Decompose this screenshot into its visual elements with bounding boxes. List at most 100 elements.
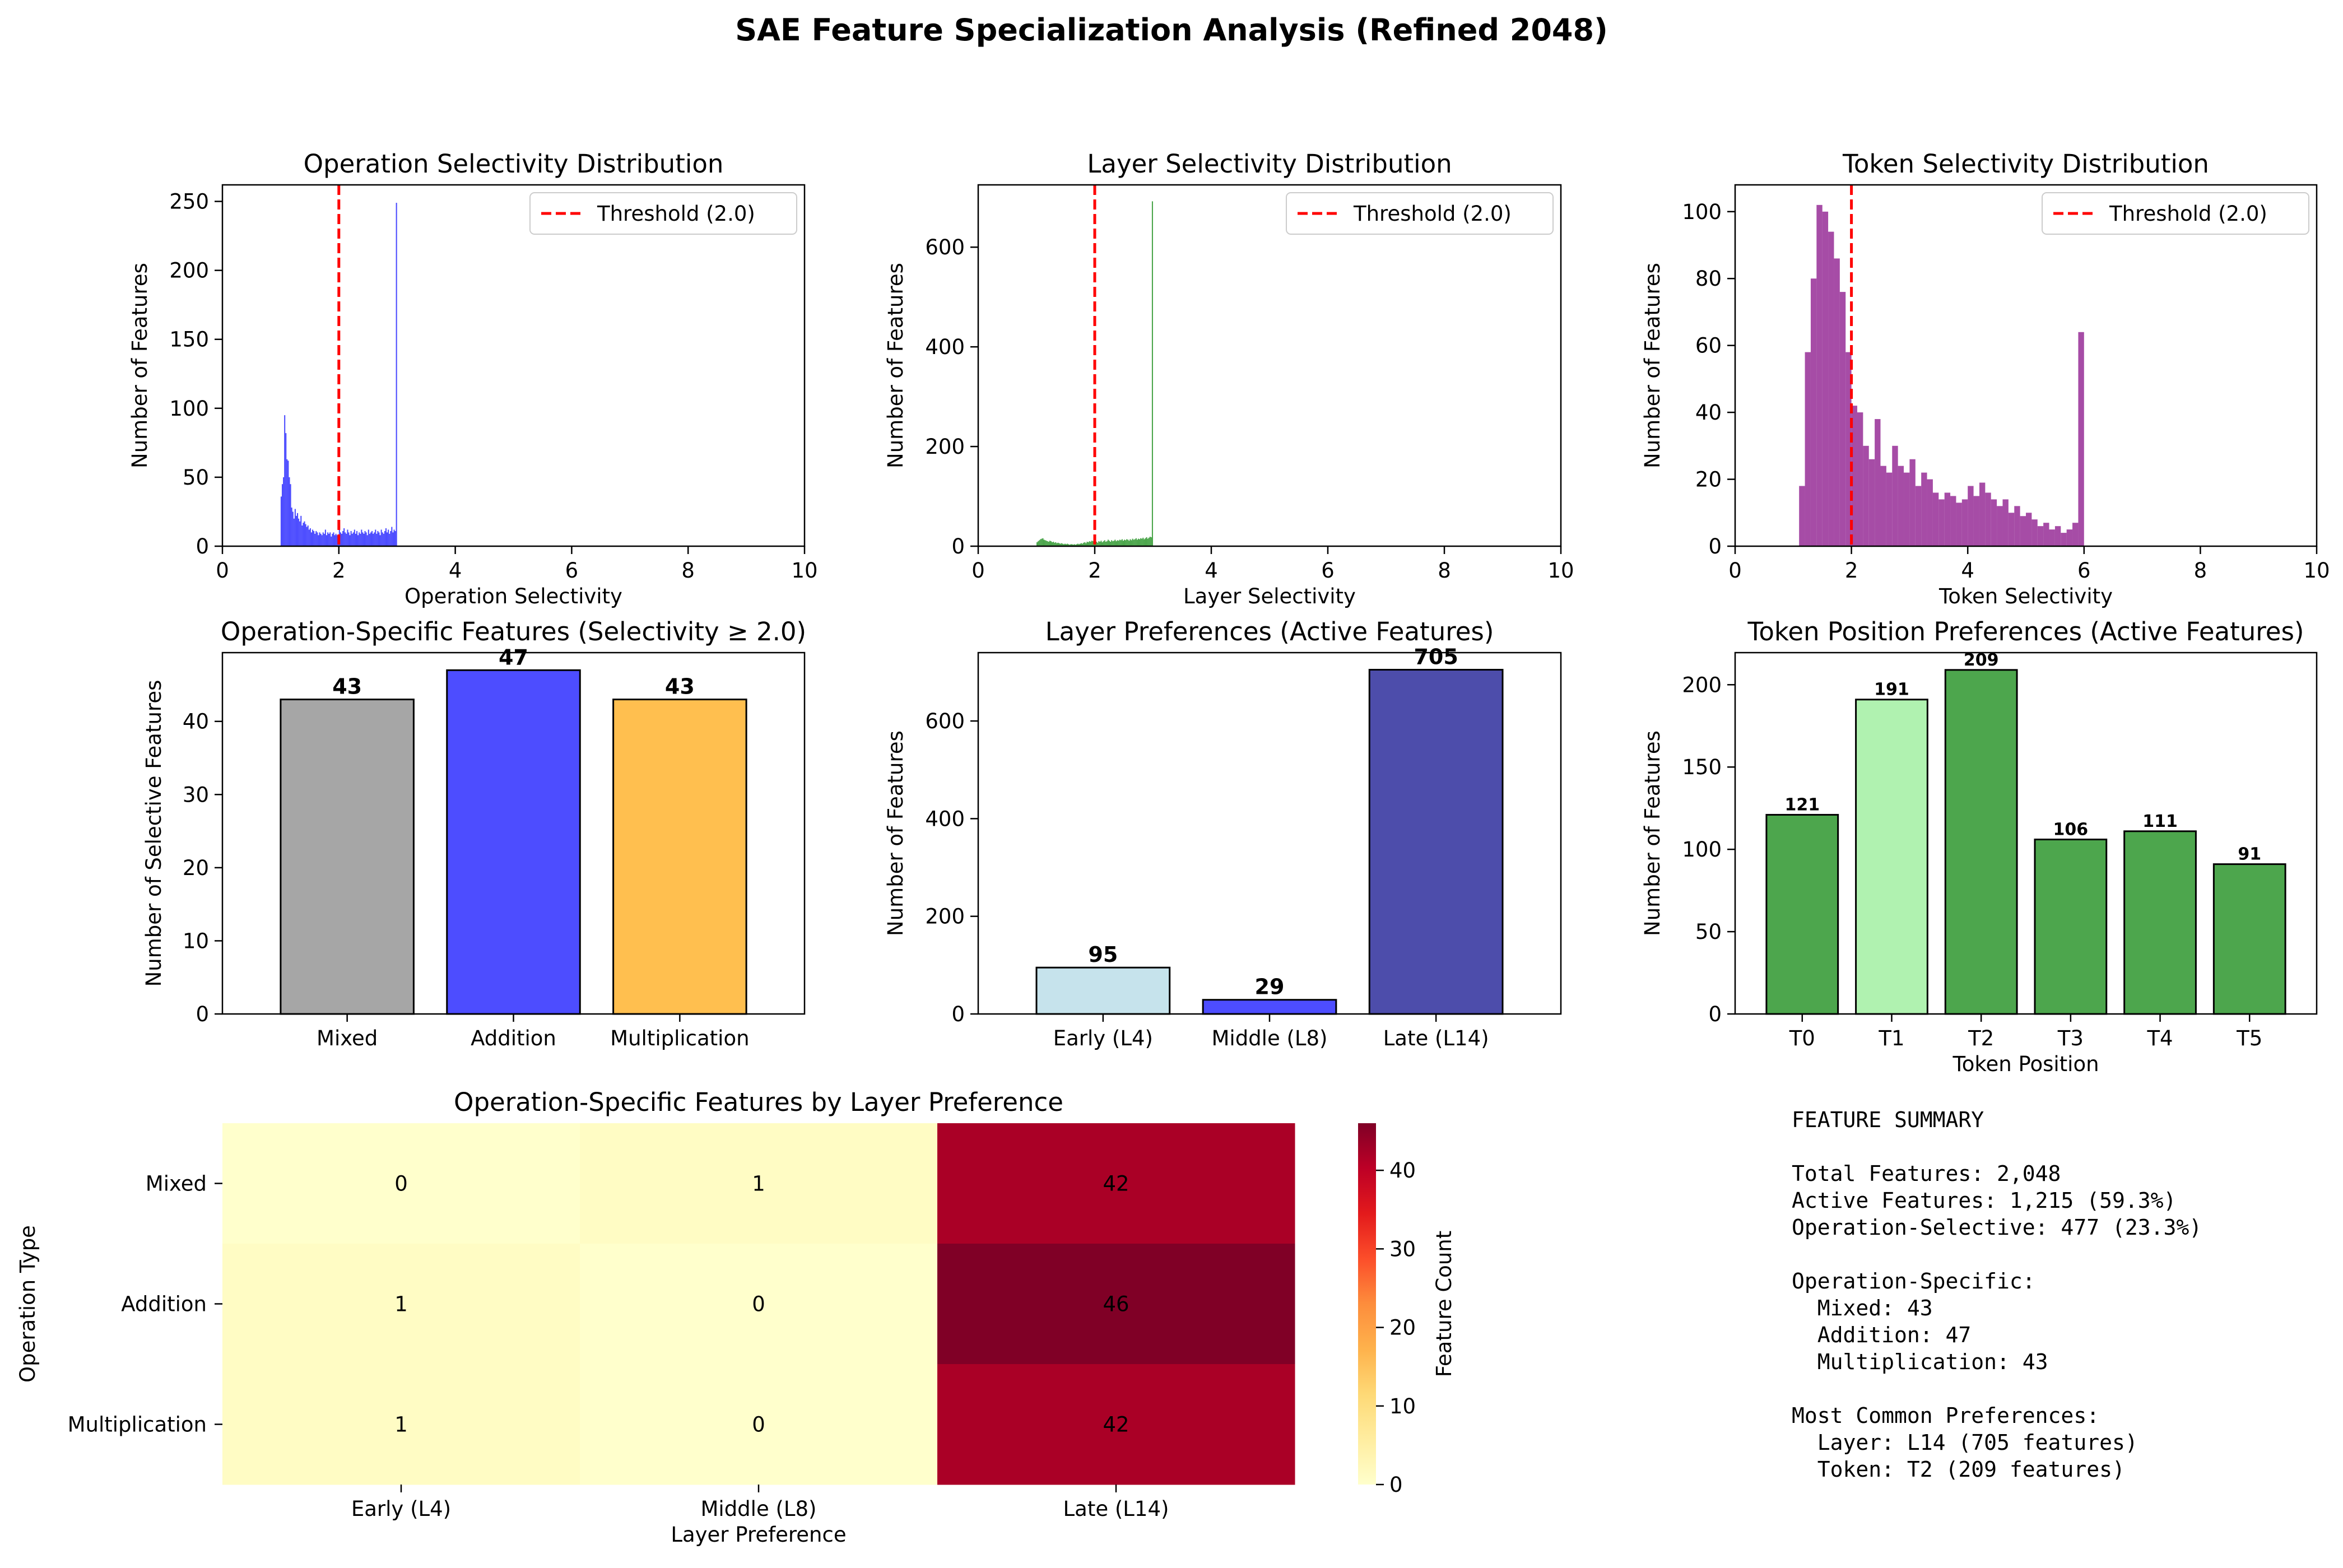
data-label: 106: [2053, 820, 2089, 840]
histogram-bar: [307, 525, 309, 546]
summary-line: Operation-Specific:: [1792, 1269, 2035, 1294]
histogram-bar: [375, 529, 376, 546]
histogram-bar: [1048, 541, 1049, 546]
heatmap-cell: [580, 1244, 938, 1365]
histogram-bar: [382, 532, 383, 546]
y-tick-label: 20: [183, 856, 209, 880]
data-label: 29: [1255, 975, 1285, 999]
histogram-bar: [1053, 541, 1054, 546]
chart-title: Token Position Preferences (Active Featu…: [1747, 617, 2304, 646]
histogram-bar: [1038, 541, 1039, 546]
histogram-bar: [391, 527, 393, 546]
histogram-bar: [1115, 541, 1117, 546]
y-tick-label: 100: [169, 397, 209, 421]
histogram-bar: [1147, 538, 1149, 546]
bar: [280, 699, 415, 1015]
histogram-bar: [1049, 541, 1050, 546]
histogram-bar: [328, 533, 330, 546]
y-tick-label: 80: [1695, 267, 1722, 291]
histogram-bar: [1875, 419, 1881, 546]
histogram-bar: [331, 536, 332, 546]
histogram-bar: [308, 529, 310, 546]
histogram-bar: [1111, 540, 1113, 546]
histogram-bar: [1991, 499, 1997, 546]
histogram-bar: [305, 524, 306, 546]
data-label: 191: [1874, 680, 1909, 700]
legend: Threshold (2.0): [529, 192, 797, 235]
heatmap-cell-label: 0: [394, 1172, 408, 1196]
histogram-bar: [1932, 492, 1939, 546]
y-tick-label: 50: [1695, 920, 1722, 944]
histogram-bar: [346, 533, 347, 546]
histogram-bar: [1105, 541, 1107, 546]
histogram-bar: [1143, 539, 1145, 546]
x-tick-label: Middle (L8): [700, 1497, 816, 1521]
histogram-bar: [1822, 211, 1829, 546]
histogram-bar: [1938, 499, 1945, 546]
plot-frame: [221, 184, 806, 547]
x-tick-label: T2: [1968, 1026, 1994, 1050]
histogram-bar: [283, 477, 285, 546]
histogram-bar: [1108, 541, 1110, 546]
summary-line: Active Features: 1,215 (59.3%): [1792, 1188, 2177, 1213]
legend-label: Threshold (2.0): [2109, 202, 2267, 226]
histogram-bar: [1101, 542, 1103, 546]
histogram-bar: [379, 535, 381, 546]
histogram-bar: [285, 433, 287, 546]
x-tick-label: 4: [1205, 559, 1218, 583]
histogram-bar: [1100, 541, 1102, 546]
x-tick-label: Late (L14): [1383, 1026, 1489, 1050]
histogram-bar: [1950, 496, 1956, 546]
histogram-bar: [1106, 541, 1108, 546]
colorbar-tick-label: 30: [1389, 1237, 1416, 1261]
histogram-bar: [1054, 542, 1056, 546]
histogram-bar: [341, 533, 343, 546]
histogram-bar: [300, 515, 302, 546]
x-tick-label: Middle (L8): [1211, 1026, 1327, 1050]
histogram-bar: [340, 532, 341, 546]
histogram-bar: [1076, 544, 1077, 546]
histogram-bar: [332, 533, 333, 546]
heatmap-cell: [222, 1244, 580, 1365]
histogram-bar: [392, 532, 394, 546]
y-tick-label: 0: [196, 1002, 209, 1026]
histogram-bar: [390, 531, 392, 546]
heatmap-cell: [937, 1244, 1295, 1365]
histogram-bar: [1099, 541, 1101, 546]
data-label: 209: [1964, 650, 1999, 670]
histogram-bar: [361, 529, 362, 546]
histogram-bar: [318, 535, 319, 546]
histogram-bar: [1146, 537, 1147, 546]
histogram-bar: [1097, 542, 1099, 546]
histogram-bar: [394, 531, 396, 546]
histogram-bar: [1122, 541, 1124, 546]
panel-5: 121 T0 191 T1 209 T2 106 T3 111 T4 91 T5 0 50 100 150 20…: [1640, 617, 2318, 1076]
histogram-bar: [1868, 459, 1875, 546]
data-label: 91: [2238, 845, 2261, 864]
histogram-bar: [1839, 292, 1846, 546]
histogram-bar: [333, 532, 334, 546]
y-axis-label: Number of Features: [884, 731, 908, 936]
histogram-bar: [347, 529, 348, 546]
y-axis-label: Number of Selective Features: [142, 680, 166, 987]
histogram-bar: [1063, 544, 1064, 546]
histogram-bar: [2054, 526, 2061, 546]
y-tick-label: 600: [925, 709, 965, 733]
histogram-bar: [2014, 506, 2020, 546]
histogram-bar: [1129, 539, 1131, 546]
histogram-bar: [1834, 258, 1840, 546]
histogram-bar: [1140, 538, 1142, 546]
histogram-bar: [345, 532, 346, 546]
x-tick-label: 6: [1321, 559, 1335, 583]
histogram-bar: [1059, 543, 1061, 546]
histogram-bar: [373, 533, 374, 546]
histogram-bar: [312, 529, 314, 546]
histogram-bar: [1120, 540, 1122, 546]
histogram-bar: [376, 533, 378, 546]
data-label: 705: [1414, 645, 1458, 669]
summary-line: Multiplication: 43: [1792, 1350, 2048, 1374]
histogram-bar: [1086, 541, 1088, 546]
histogram-bar: [2043, 523, 2049, 546]
